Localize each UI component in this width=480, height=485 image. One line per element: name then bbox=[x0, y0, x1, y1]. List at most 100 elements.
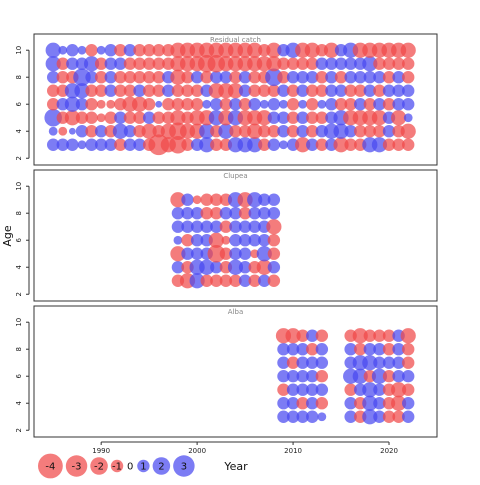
bubble bbox=[362, 382, 378, 398]
bubble bbox=[402, 356, 415, 369]
bubble bbox=[238, 234, 252, 247]
bubble bbox=[85, 44, 98, 57]
bubble bbox=[170, 192, 186, 208]
bubble bbox=[181, 234, 194, 247]
panels-group: Residual catch 2 4 6 8 10 Clupea 2 4 6 8 10 Alba 2 4 6 8… bbox=[15, 33, 438, 438]
legend-bubble bbox=[90, 457, 108, 475]
bubble bbox=[382, 343, 396, 356]
bubble bbox=[46, 71, 60, 84]
legend-bubble bbox=[65, 455, 88, 477]
bubble bbox=[402, 343, 415, 356]
bubble bbox=[210, 207, 223, 220]
legend-label: 1 bbox=[140, 462, 146, 473]
bubble bbox=[142, 98, 156, 111]
bubble bbox=[181, 193, 194, 206]
bubble bbox=[402, 71, 415, 84]
bubble bbox=[402, 57, 415, 70]
legend-bubble bbox=[38, 453, 63, 479]
bubble bbox=[181, 247, 194, 260]
bubble bbox=[296, 397, 309, 410]
bubble bbox=[296, 71, 309, 84]
bubble bbox=[142, 111, 156, 124]
bubble bbox=[114, 71, 127, 84]
bubble bbox=[344, 383, 357, 396]
legend-entry: -3 bbox=[65, 455, 88, 477]
bubble bbox=[306, 57, 319, 70]
bubble bbox=[363, 329, 377, 342]
bubble bbox=[229, 207, 242, 220]
legend-bubble bbox=[110, 459, 124, 473]
bubble bbox=[227, 259, 244, 275]
bubble bbox=[285, 328, 301, 344]
bubble bbox=[190, 234, 204, 247]
bubble bbox=[258, 125, 271, 138]
y-tick-label: 4 bbox=[15, 264, 23, 269]
bubble bbox=[315, 356, 329, 369]
bubble bbox=[363, 125, 377, 138]
bubble bbox=[266, 42, 282, 58]
bubble bbox=[296, 111, 309, 124]
bubble bbox=[192, 195, 202, 205]
x-tick-label: 2010 bbox=[284, 447, 302, 455]
bubble bbox=[248, 234, 261, 247]
bubble bbox=[123, 57, 137, 70]
y-tick-label: 8 bbox=[15, 211, 23, 215]
bubble bbox=[296, 84, 309, 97]
bubble bbox=[296, 343, 309, 356]
bubble bbox=[334, 98, 348, 111]
bubble bbox=[354, 84, 367, 97]
bubble bbox=[286, 356, 300, 369]
bubble bbox=[352, 368, 368, 384]
bubble bbox=[181, 138, 194, 151]
bubble bbox=[279, 99, 288, 109]
bubble bbox=[181, 71, 194, 84]
bubble bbox=[173, 235, 183, 245]
bubble bbox=[267, 234, 281, 247]
bubble bbox=[317, 99, 327, 109]
bubble bbox=[277, 71, 290, 84]
legend-entry: -4 bbox=[38, 453, 63, 479]
bubble bbox=[306, 125, 319, 138]
bubble bbox=[382, 370, 396, 383]
bubble bbox=[267, 84, 281, 97]
panel-clupea: Clupea 2 4 6 8 10 bbox=[15, 169, 438, 302]
bubble bbox=[219, 247, 233, 260]
bubble bbox=[400, 328, 416, 344]
bubble bbox=[402, 383, 415, 396]
bubble bbox=[402, 370, 415, 383]
bubble bbox=[362, 409, 378, 425]
bubble bbox=[207, 244, 226, 263]
bubble bbox=[202, 99, 212, 109]
bubble bbox=[256, 110, 272, 126]
bubble bbox=[267, 125, 281, 138]
bubble bbox=[286, 125, 300, 138]
bubble bbox=[373, 356, 386, 369]
bubble bbox=[296, 410, 309, 423]
bubble bbox=[306, 370, 319, 383]
bubble bbox=[306, 356, 319, 369]
legend-entry: 2 bbox=[152, 457, 171, 475]
bubble bbox=[229, 71, 242, 84]
bubble bbox=[123, 138, 137, 151]
x-tick-label: 2020 bbox=[380, 447, 398, 455]
bubble bbox=[199, 123, 215, 139]
bubble bbox=[325, 57, 338, 70]
bubbles bbox=[275, 328, 416, 425]
bubble bbox=[64, 110, 80, 126]
bubble bbox=[190, 220, 204, 233]
bubble bbox=[114, 111, 127, 124]
bubble bbox=[344, 138, 357, 151]
bubble bbox=[94, 57, 108, 70]
bubble bbox=[362, 56, 378, 72]
bubble bbox=[68, 127, 76, 135]
bubble bbox=[267, 138, 281, 151]
bubble bbox=[277, 125, 290, 138]
x-tick-label: 1990 bbox=[92, 447, 110, 455]
bubble bbox=[277, 410, 290, 423]
bubble bbox=[296, 125, 309, 138]
bubble bbox=[371, 137, 388, 153]
bubble bbox=[152, 44, 165, 57]
bubble bbox=[181, 84, 194, 97]
bubble bbox=[142, 84, 156, 97]
